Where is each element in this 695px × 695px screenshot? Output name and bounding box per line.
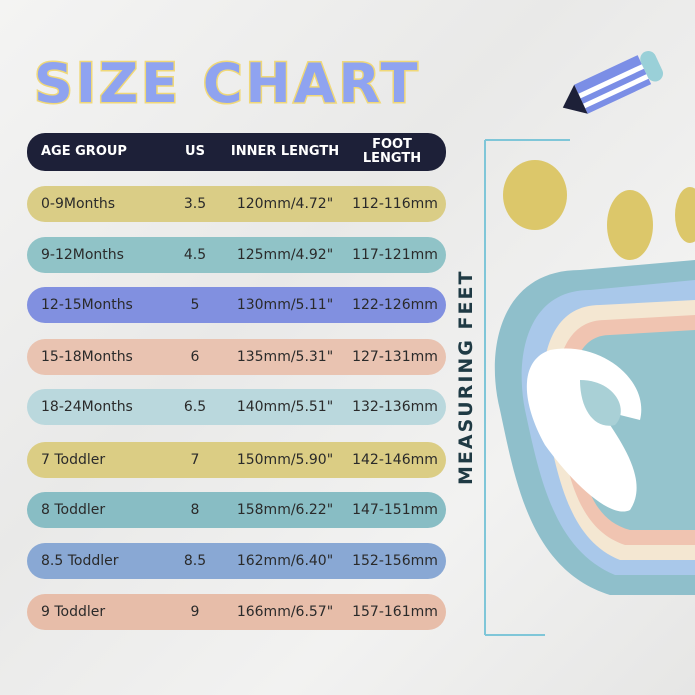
- age-group-cell: 7 Toddler: [41, 452, 106, 468]
- inner-length-cell: 120mm/4.72": [236, 196, 334, 212]
- us-size-cell: 3.5: [183, 196, 207, 212]
- foot-layers: [494, 260, 695, 595]
- table-row: 15-18Months 6 135mm/5.31" 127-131mm: [27, 339, 446, 375]
- age-group-cell: 12-15Months: [41, 297, 133, 313]
- foot-length-cell: 132-136mm: [352, 399, 438, 415]
- measuring-feet-label: MEASURING FEET: [455, 269, 477, 485]
- age-group-cell: 8 Toddler: [41, 502, 106, 518]
- header-foot-length: FOOT LENGTH: [362, 137, 422, 166]
- foot-length-cell: 127-131mm: [352, 349, 438, 365]
- toe-shapes: [503, 160, 695, 260]
- age-group-cell: 18-24Months: [41, 399, 133, 415]
- ruler-lines: [484, 139, 570, 636]
- inner-length-cell: 158mm/6.22": [236, 502, 334, 518]
- table-row: 0-9Months 3.5 120mm/4.72" 112-116mm: [27, 186, 446, 222]
- inner-length-cell: 166mm/6.57": [236, 604, 334, 620]
- inner-length-cell: 135mm/5.31": [236, 349, 334, 365]
- foot-illustration: [484, 51, 695, 636]
- table-row: 8.5 Toddler 8.5 162mm/6.40" 152-156mm: [27, 543, 446, 579]
- inner-length-cell: 130mm/5.11": [236, 297, 334, 313]
- table-row: 18-24Months 6.5 140mm/5.51" 132-136mm: [27, 389, 446, 425]
- table-row: 9-12Months 4.5 125mm/4.92" 117-121mm: [27, 237, 446, 273]
- us-size-cell: 8: [190, 502, 200, 518]
- inner-length-cell: 150mm/5.90": [236, 452, 334, 468]
- foot-length-cell: 142-146mm: [352, 452, 438, 468]
- foot-length-cell: 112-116mm: [352, 196, 438, 212]
- inner-length-cell: 162mm/6.40": [236, 553, 334, 569]
- us-size-cell: 4.5: [183, 247, 207, 263]
- page-title: SIZE CHART: [32, 51, 421, 117]
- us-size-cell: 7: [190, 452, 200, 468]
- age-group-cell: 15-18Months: [41, 349, 133, 365]
- table-row: 9 Toddler 9 166mm/6.57" 157-161mm: [27, 594, 446, 630]
- age-group-cell: 0-9Months: [41, 196, 116, 212]
- us-size-cell: 8.5: [183, 553, 207, 569]
- foot-length-cell: 117-121mm: [352, 247, 438, 263]
- us-size-cell: 6: [190, 349, 200, 365]
- table-row: 8 Toddler 8 158mm/6.22" 147-151mm: [27, 492, 446, 528]
- us-size-cell: 6.5: [183, 399, 207, 415]
- foot-length-cell: 122-126mm: [352, 297, 438, 313]
- age-group-cell: 8.5 Toddler: [41, 553, 119, 569]
- us-size-cell: 5: [190, 297, 200, 313]
- header-us: US: [185, 144, 205, 159]
- age-group-cell: 9 Toddler: [41, 604, 106, 620]
- us-size-cell: 9: [190, 604, 200, 620]
- foot-length-cell: 147-151mm: [352, 502, 438, 518]
- foot-length-cell: 152-156mm: [352, 553, 438, 569]
- header-inner-length: INNER LENGTH: [230, 144, 340, 159]
- table-header: AGE GROUP US INNER LENGTH FOOT LENGTH: [27, 133, 446, 171]
- table-row: 7 Toddler 7 150mm/5.90" 142-146mm: [27, 442, 446, 478]
- age-group-cell: 9-12Months: [41, 247, 124, 263]
- foot-length-cell: 157-161mm: [352, 604, 438, 620]
- table-row: 12-15Months 5 130mm/5.11" 122-126mm: [27, 287, 446, 323]
- pencil-icon: [562, 51, 664, 114]
- inner-length-cell: 125mm/4.92": [236, 247, 334, 263]
- header-age-group: AGE GROUP: [41, 144, 127, 159]
- inner-length-cell: 140mm/5.51": [236, 399, 334, 415]
